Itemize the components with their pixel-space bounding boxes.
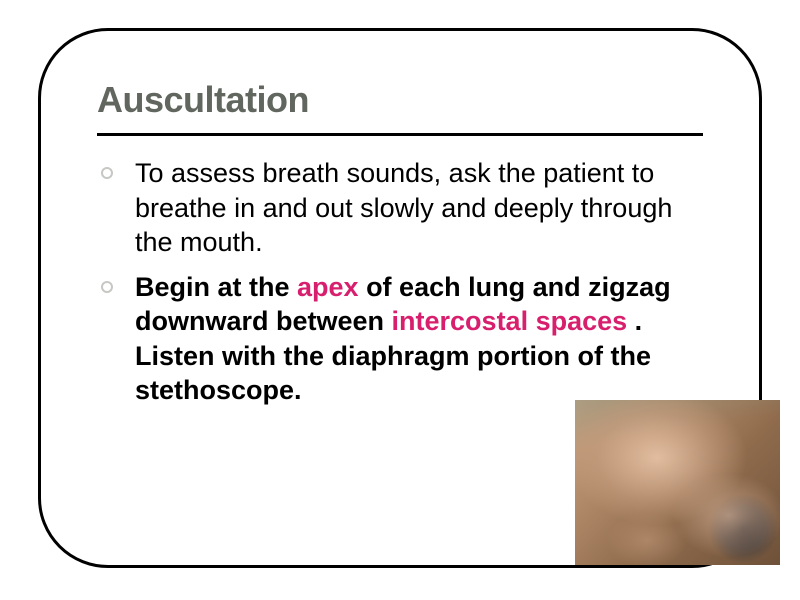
list-item: To assess breath sounds, ask the patient… (97, 156, 703, 260)
bullet-icon (101, 167, 113, 179)
photo-texture (575, 400, 780, 565)
list-item: Begin at the apex of each lung and zigza… (97, 270, 703, 408)
slide-title: Auscultation (97, 79, 703, 121)
bullet-icon (101, 281, 113, 293)
bullet-text-1: Begin at the apex of each lung and zigza… (135, 270, 703, 408)
bullet-list: To assess breath sounds, ask the patient… (97, 156, 703, 408)
bullet-text-0: To assess breath sounds, ask the patient… (135, 156, 703, 260)
clinical-photo (575, 400, 780, 565)
title-underline (97, 133, 703, 136)
